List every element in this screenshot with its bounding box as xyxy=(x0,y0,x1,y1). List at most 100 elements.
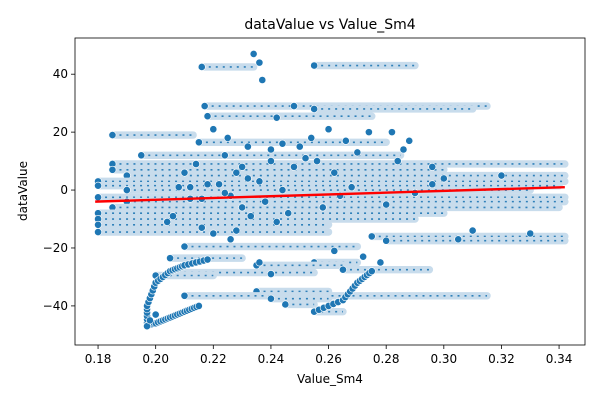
point-band-12 xyxy=(94,181,563,190)
scatter-point xyxy=(376,258,385,267)
scatter-point xyxy=(295,142,304,151)
scatter-point xyxy=(388,128,396,137)
x-axis-ticks: 0.18 0.20 0.22 0.24 0.26 0.28 0.30 0.32 0.34 xyxy=(85,345,572,366)
scatter-point xyxy=(290,162,298,171)
x-tick-label: 0.26 xyxy=(315,352,342,366)
trend-layer xyxy=(95,185,565,203)
band-end-point xyxy=(180,291,189,300)
scatter-point xyxy=(232,168,241,177)
scatter-point xyxy=(209,229,218,238)
x-axis-label: Value_Sm4 xyxy=(297,372,363,386)
x-tick-label: 0.18 xyxy=(85,352,112,366)
scatter-point xyxy=(169,212,177,221)
point-band-6 xyxy=(194,138,390,147)
scatter-point xyxy=(330,168,339,177)
band-end-point xyxy=(203,112,212,121)
x-tick-label: 0.24 xyxy=(258,352,285,366)
point-band-1 xyxy=(310,61,419,70)
scatter-point xyxy=(192,160,200,168)
y-tick-label: 0 xyxy=(60,183,68,197)
chart-title: dataValue vs Value_Sm4 xyxy=(244,17,415,33)
scatter-point xyxy=(220,151,229,160)
data-marks xyxy=(94,50,569,331)
scatter-point xyxy=(393,157,402,165)
point-band-9 xyxy=(108,165,448,174)
scatter-point xyxy=(278,186,287,194)
scatter-point xyxy=(318,203,327,212)
scatter-point xyxy=(223,134,232,142)
scatter-point xyxy=(163,218,172,226)
scatter-point xyxy=(261,197,270,206)
point-band-17 xyxy=(94,209,448,218)
scatter-point xyxy=(243,174,252,183)
y-tick-label: 20 xyxy=(53,125,68,139)
scatter-point xyxy=(353,148,362,157)
scatter-point xyxy=(301,154,310,163)
band-end-point xyxy=(166,254,174,263)
band-end-point xyxy=(137,151,146,160)
y-axis-ticks: −40 −20 0 20 40 xyxy=(43,67,75,313)
scatter-point xyxy=(364,128,373,137)
band-end-point xyxy=(197,63,206,71)
scatter-point xyxy=(330,246,339,255)
scatter-point xyxy=(428,162,437,171)
scatter-point xyxy=(497,171,506,180)
axes-frame xyxy=(74,37,586,346)
band-end-point xyxy=(200,102,209,110)
scatter-point xyxy=(526,229,535,238)
scatter-point xyxy=(249,50,258,58)
x-tick-label: 0.28 xyxy=(373,352,400,366)
curve-point xyxy=(194,301,203,310)
band-end-point xyxy=(281,300,290,309)
scatter-point xyxy=(313,157,321,165)
scatter-point xyxy=(151,310,160,319)
point-band-19 xyxy=(94,220,333,229)
x-tick-label: 0.20 xyxy=(142,352,169,366)
band-end-point xyxy=(382,236,391,245)
scatter-point xyxy=(382,200,391,209)
scatter-point xyxy=(232,226,241,235)
scatter-point xyxy=(197,223,206,232)
y-tick-label: 40 xyxy=(53,67,68,81)
scatter-point xyxy=(255,258,264,267)
y-tick-label: −20 xyxy=(43,241,68,255)
scatter-point xyxy=(220,189,229,197)
band-end-point xyxy=(94,220,102,229)
scatter-point xyxy=(468,226,477,235)
point-band-14 xyxy=(94,193,569,202)
band-end-point xyxy=(122,186,131,194)
band-end-point xyxy=(310,61,319,70)
scatter-point xyxy=(267,145,275,154)
scatter-point xyxy=(174,183,183,192)
scatter-point xyxy=(278,139,287,148)
scatter-point xyxy=(180,168,189,177)
point-band-22 xyxy=(382,236,569,245)
point-band-10 xyxy=(122,171,569,180)
curve-point xyxy=(203,255,212,264)
band-end-point xyxy=(194,138,203,147)
scatter-point xyxy=(203,180,212,189)
point-band-31 xyxy=(180,291,491,300)
band-end-point xyxy=(94,181,102,190)
scatter-point xyxy=(243,142,252,151)
scatter-point xyxy=(347,183,356,192)
point-band-26 xyxy=(252,261,347,270)
point-band-5 xyxy=(108,131,197,139)
curve-point xyxy=(367,267,376,276)
scatter-point xyxy=(290,102,298,110)
scatter-point xyxy=(238,203,247,212)
band-end-point xyxy=(310,105,319,113)
scatter-point xyxy=(405,136,414,145)
band-end-point xyxy=(108,165,117,174)
band-end-point xyxy=(367,232,376,241)
band-end-point xyxy=(267,294,275,303)
scatter-point xyxy=(272,113,281,122)
x-tick-label: 0.32 xyxy=(488,352,515,366)
scatter-point xyxy=(215,180,223,189)
scatter-point xyxy=(341,136,350,145)
y-axis-label: dataValue xyxy=(16,161,30,221)
scatter-point xyxy=(439,174,448,183)
scatter-point xyxy=(428,180,437,189)
point-band-33 xyxy=(281,300,318,309)
